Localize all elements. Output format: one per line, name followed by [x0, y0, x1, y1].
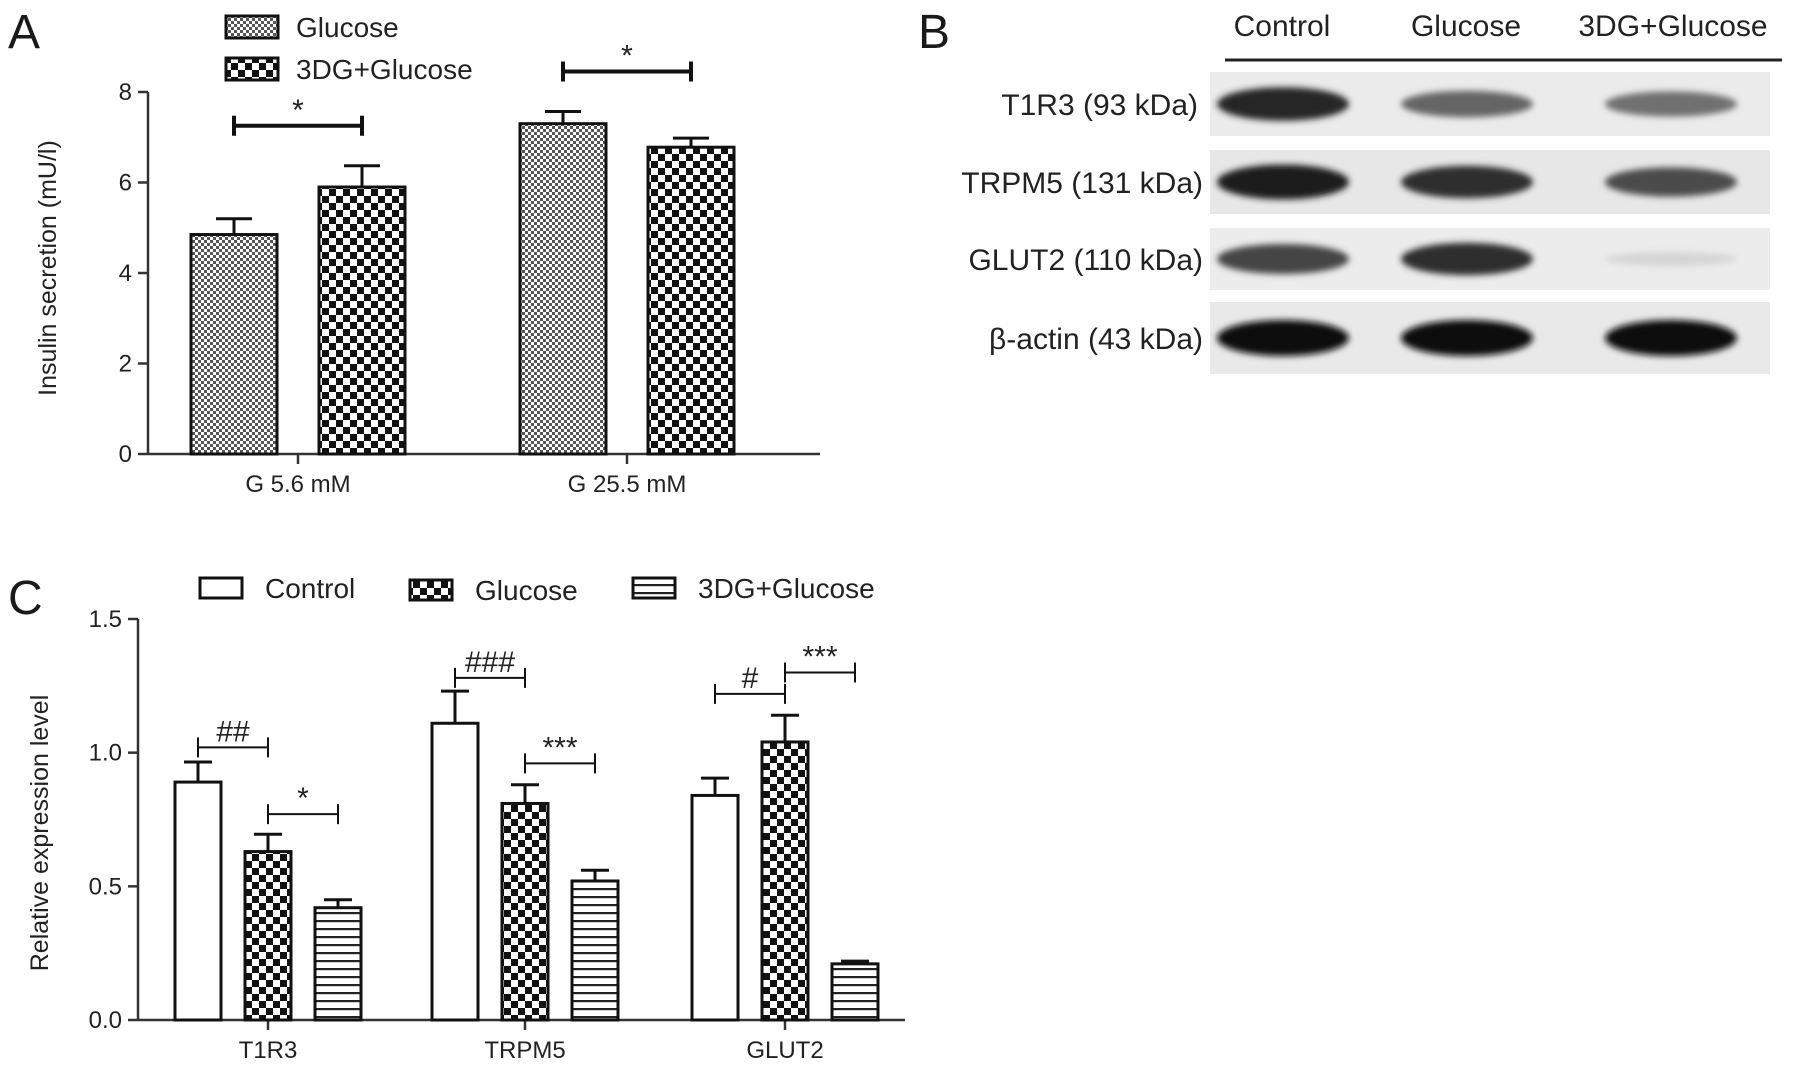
- significance-bracket: [714, 683, 786, 704]
- significance-bracket: [561, 61, 693, 82]
- panel-a-letter: A: [8, 6, 40, 59]
- blot-label-glut2: GLUT2 (110 kDa): [968, 244, 1203, 277]
- bar-glucose-t1r3: [243, 850, 293, 1022]
- y-tick-label: 1.0: [89, 740, 122, 767]
- bar-3dg-glucose-g-25-5-mm: [646, 145, 736, 456]
- panel-b-letter: B: [918, 6, 950, 59]
- significance-label: *: [621, 39, 633, 72]
- chart-a: Glucose 3DG+Glucose Insulin secretion (m…: [34, 12, 820, 498]
- legend-swatch-3dg-glucose: [224, 56, 280, 82]
- legend-label-glucose-c: Glucose: [475, 575, 578, 606]
- blot-row-trpm5: TRPM5 (131 kDa): [961, 150, 1770, 214]
- significance-label: #: [742, 662, 759, 695]
- bar-control-glut2: [690, 793, 740, 1022]
- blot-band-t1r3-3dg-glucose: [1605, 91, 1737, 117]
- chart-a-legend: Glucose 3DG+Glucose: [224, 12, 473, 85]
- legend-item-3dg-glucose: 3DG+Glucose: [224, 54, 473, 85]
- bar-control-trpm5: [430, 721, 480, 1022]
- bar-glucose-g-25-5-mm: [518, 122, 608, 456]
- legend-label-3dg-glucose-c: 3DG+Glucose: [698, 573, 875, 604]
- legend-label-control: Control: [265, 573, 355, 604]
- bar-glucose-glut2: [760, 740, 810, 1022]
- blot-band-actin-control: [1217, 320, 1349, 356]
- chart-a-ylabel: Insulin secretion (mU/l): [34, 140, 62, 396]
- significance-bracket: [197, 737, 269, 758]
- bar-3dg-glucose-trpm5: [570, 879, 620, 1022]
- x-tick-label-t1r3: T1R3: [239, 1037, 298, 1064]
- significance-label: ***: [542, 731, 577, 764]
- blot-band-glut2-control: [1217, 244, 1349, 274]
- panel-c-letter: C: [8, 572, 43, 625]
- bar-control-t1r3: [173, 780, 223, 1022]
- legend-swatch-glucose-c: [408, 578, 454, 602]
- significance-label: ***: [802, 640, 837, 673]
- y-tick-label: 4: [119, 260, 132, 287]
- bar-glucose-g-5-6-mm: [189, 233, 279, 456]
- legend-swatch-3dg-glucose-c: [631, 576, 677, 600]
- y-tick-label: 0: [119, 441, 132, 468]
- blot-band-trpm5-control: [1217, 164, 1349, 200]
- significance-label: *: [292, 94, 304, 127]
- legend-item-glucose: Glucose: [224, 12, 399, 43]
- blot-band-glut2-glucose: [1401, 242, 1533, 276]
- y-tick-label: 0.0: [89, 1007, 122, 1034]
- blot-row-beta-actin: β-actin (43 kDa): [989, 302, 1770, 374]
- legend-item-control: Control: [198, 573, 355, 604]
- blot-lane-glucose: Glucose: [1411, 10, 1521, 43]
- y-tick-label: 6: [119, 170, 132, 197]
- significance-label: ###: [465, 646, 515, 679]
- significance-bracket: [454, 667, 526, 688]
- blot-band-t1r3-control: [1217, 87, 1349, 121]
- bar-3dg-glucose-t1r3: [313, 906, 363, 1022]
- significance-bracket: [232, 115, 364, 136]
- x-tick-label-g-5-6-mm: G 5.6 mM: [245, 471, 350, 498]
- significance-bracket: [267, 804, 339, 825]
- significance-label: ##: [216, 715, 250, 748]
- significance-bracket: [784, 662, 856, 683]
- legend-swatch-glucose: [224, 14, 280, 40]
- blot-band-trpm5-3dg-glucose: [1605, 167, 1737, 197]
- blot-band-trpm5-glucose: [1401, 165, 1533, 199]
- y-tick-label: 2: [119, 351, 132, 378]
- chart-c: Control Glucose 3DG+Glucose Relative exp…: [26, 573, 905, 1064]
- x-tick-label-glut2: GLUT2: [746, 1037, 823, 1064]
- blot-label-trpm5: TRPM5 (131 kDa): [961, 167, 1203, 200]
- y-tick-label: 1.5: [89, 606, 122, 633]
- significance-bracket: [524, 753, 596, 774]
- x-tick-label-trpm5: TRPM5: [484, 1037, 565, 1064]
- y-tick-label: 0.5: [89, 873, 122, 900]
- chart-c-ylabel: Relative expression level: [26, 695, 54, 972]
- western-blot: Control Glucose 3DG+Glucose T1R3 (93 kDa…: [961, 10, 1782, 374]
- blot-label-t1r3: T1R3 (93 kDa): [1001, 89, 1198, 122]
- bar-3dg-glucose-glut2: [830, 962, 880, 1022]
- legend-item-3dg-glucose-c: 3DG+Glucose: [631, 573, 875, 604]
- blot-row-glut2: GLUT2 (110 kDa): [968, 228, 1770, 290]
- x-tick-label-g-25-5-mm: G 25.5 mM: [568, 471, 687, 498]
- blot-band-t1r3-glucose: [1401, 90, 1533, 118]
- blot-band-actin-3dg-glucose: [1605, 320, 1737, 356]
- blot-band-glut2-3dg-glucose: [1605, 252, 1737, 266]
- legend-label-glucose: Glucose: [296, 12, 399, 43]
- blot-row-t1r3: T1R3 (93 kDa): [1001, 72, 1770, 136]
- blot-label-beta-actin: β-actin (43 kDa): [989, 323, 1203, 356]
- bar-3dg-glucose-g-5-6-mm: [317, 185, 407, 456]
- legend-swatch-control: [198, 576, 244, 600]
- blot-lane-control: Control: [1234, 10, 1331, 43]
- legend-label-3dg-glucose: 3DG+Glucose: [296, 54, 473, 85]
- blot-lane-3dg-glucose: 3DG+Glucose: [1578, 10, 1767, 43]
- significance-label: *: [297, 782, 309, 815]
- legend-item-glucose-c: Glucose: [408, 575, 578, 606]
- y-tick-label: 8: [119, 79, 132, 106]
- bar-glucose-trpm5: [500, 801, 550, 1022]
- chart-c-legend: Control Glucose 3DG+Glucose: [198, 573, 875, 606]
- blot-band-actin-glucose: [1401, 320, 1533, 356]
